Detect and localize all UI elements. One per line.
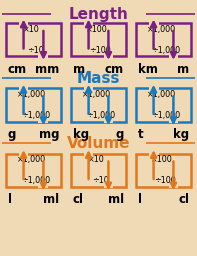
Text: m: m [73,63,85,76]
Text: Volume: Volume [67,136,130,151]
Bar [168,53,178,58]
Bar [84,152,94,157]
Text: ×10: ×10 [23,25,40,34]
Text: ÷1,000: ÷1,000 [21,176,50,185]
Text: l: l [138,193,142,206]
Text: ×1,000: ×1,000 [17,155,46,164]
Bar [71,88,126,122]
Text: mg: mg [39,128,59,141]
Text: ×1,000: ×1,000 [17,90,46,99]
Text: Mass: Mass [77,71,120,86]
Bar [38,118,48,123]
Text: kg: kg [73,128,89,141]
Bar [6,88,61,122]
Bar [71,23,126,56]
Bar [19,152,29,157]
Bar [149,87,159,92]
Text: l: l [8,193,12,206]
Text: ÷100: ÷100 [155,176,176,185]
Text: kg: kg [173,128,189,141]
Bar [71,154,126,187]
Text: ml: ml [43,193,59,206]
Text: ÷100: ÷100 [90,46,111,55]
Bar [38,184,48,188]
Bar [136,23,191,56]
Bar [103,53,113,58]
Bar [136,88,191,122]
Text: ÷1,000: ÷1,000 [86,111,115,120]
Text: ÷1,000: ÷1,000 [21,111,50,120]
Text: mm: mm [35,63,59,76]
Bar [103,118,113,123]
Text: ml: ml [108,193,124,206]
Bar [6,23,61,56]
Text: ×100: ×100 [86,25,107,34]
Text: ÷1,000: ÷1,000 [151,111,180,120]
Text: ÷1,000: ÷1,000 [151,46,180,55]
Text: g: g [8,128,16,141]
Bar [38,53,48,58]
Text: cl: cl [73,193,84,206]
Text: Length: Length [69,7,128,22]
Text: ÷10: ÷10 [92,176,109,185]
Text: cm: cm [8,63,27,76]
Bar [84,22,94,26]
Bar [84,87,94,92]
Bar [168,118,178,123]
Bar [149,22,159,26]
Text: cl: cl [178,193,189,206]
Bar [19,87,29,92]
Text: ×1,000: ×1,000 [147,25,176,34]
Text: ×1,000: ×1,000 [147,90,176,99]
Text: t: t [138,128,144,141]
Bar [149,152,159,157]
Bar [136,154,191,187]
Text: ×100: ×100 [151,155,172,164]
Text: cm: cm [105,63,124,76]
Bar [103,184,113,188]
Text: g: g [116,128,124,141]
Bar [6,154,61,187]
Text: ×1,000: ×1,000 [82,90,111,99]
Text: ÷10: ÷10 [27,46,44,55]
Text: ×10: ×10 [88,155,105,164]
Bar [19,22,29,26]
Text: km: km [138,63,158,76]
Bar [168,184,178,188]
Text: m: m [177,63,189,76]
